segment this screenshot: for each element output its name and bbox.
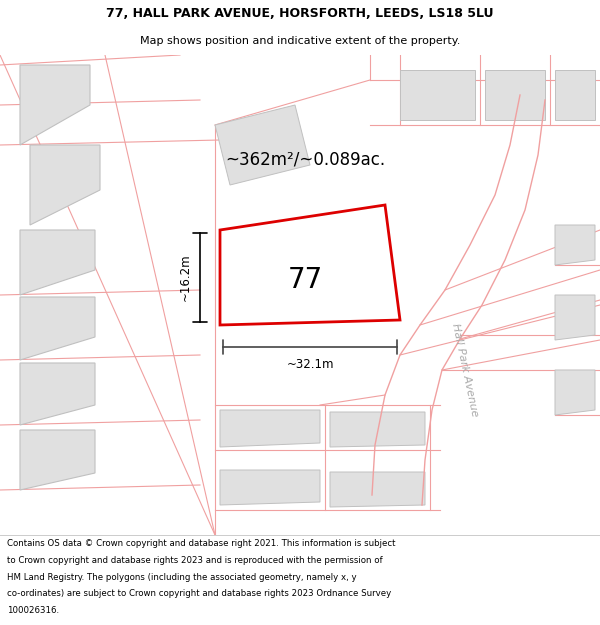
- Text: ~32.1m: ~32.1m: [286, 359, 334, 371]
- Text: 100026316.: 100026316.: [7, 606, 59, 615]
- Polygon shape: [555, 70, 595, 120]
- Polygon shape: [20, 297, 95, 360]
- Text: 77, HALL PARK AVENUE, HORSFORTH, LEEDS, LS18 5LU: 77, HALL PARK AVENUE, HORSFORTH, LEEDS, …: [106, 8, 494, 20]
- Text: Hall Park Avenue: Hall Park Avenue: [450, 322, 480, 418]
- Text: co-ordinates) are subject to Crown copyright and database rights 2023 Ordnance S: co-ordinates) are subject to Crown copyr…: [7, 589, 391, 599]
- Polygon shape: [555, 295, 595, 340]
- Polygon shape: [330, 472, 425, 507]
- Text: Contains OS data © Crown copyright and database right 2021. This information is : Contains OS data © Crown copyright and d…: [7, 539, 396, 549]
- Polygon shape: [20, 230, 95, 295]
- Polygon shape: [20, 363, 95, 425]
- Text: Map shows position and indicative extent of the property.: Map shows position and indicative extent…: [140, 36, 460, 46]
- Text: HM Land Registry. The polygons (including the associated geometry, namely x, y: HM Land Registry. The polygons (includin…: [7, 572, 357, 582]
- Polygon shape: [20, 430, 95, 490]
- Polygon shape: [30, 145, 100, 225]
- Polygon shape: [220, 410, 320, 447]
- Text: 77: 77: [287, 266, 323, 294]
- Text: ~362m²/~0.089ac.: ~362m²/~0.089ac.: [225, 151, 385, 169]
- Polygon shape: [555, 370, 595, 415]
- Polygon shape: [20, 65, 90, 145]
- Polygon shape: [215, 105, 310, 185]
- Polygon shape: [220, 205, 400, 325]
- Text: ~16.2m: ~16.2m: [179, 254, 191, 301]
- Polygon shape: [248, 250, 345, 310]
- Polygon shape: [330, 412, 425, 447]
- Polygon shape: [485, 70, 545, 120]
- Polygon shape: [220, 470, 320, 505]
- Polygon shape: [400, 70, 475, 120]
- Polygon shape: [555, 225, 595, 265]
- Text: to Crown copyright and database rights 2023 and is reproduced with the permissio: to Crown copyright and database rights 2…: [7, 556, 383, 565]
